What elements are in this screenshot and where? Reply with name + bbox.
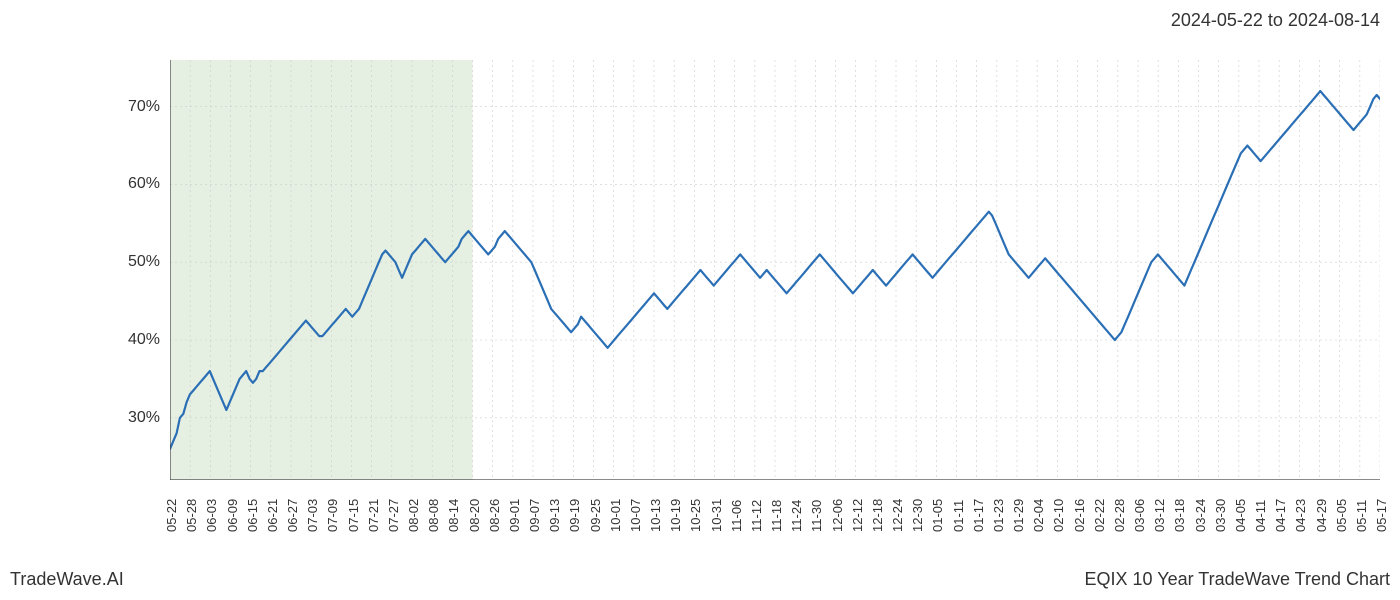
x-axis-tick-label: 11-24: [789, 500, 804, 532]
x-axis-tick-label: 09-19: [567, 499, 582, 532]
x-axis-tick-label: 08-14: [446, 499, 461, 532]
x-axis-tick-label: 06-15: [245, 499, 260, 532]
x-axis-tick-label: 10-31: [709, 499, 724, 532]
x-axis-tick-label: 09-25: [588, 499, 603, 532]
x-axis-tick-label: 06-27: [285, 499, 300, 532]
x-axis-tick-label: 08-08: [426, 499, 441, 532]
x-axis-tick-label: 07-09: [325, 499, 340, 532]
y-axis-tick-label: 70%: [128, 98, 160, 116]
chart-title: EQIX 10 Year TradeWave Trend Chart: [1085, 569, 1391, 590]
x-axis-tick-label: 06-21: [265, 499, 280, 532]
x-axis-tick-label: 03-18: [1172, 499, 1187, 532]
trend-chart: [170, 60, 1380, 480]
x-axis-tick-label: 08-20: [467, 499, 482, 532]
x-axis-tick-label: 12-30: [910, 499, 925, 532]
x-axis-tick-label: 12-24: [890, 499, 905, 532]
x-axis-tick-label: 08-02: [406, 499, 421, 532]
x-axis-tick-label: 07-15: [346, 499, 361, 532]
x-axis-tick-label: 05-17: [1374, 499, 1389, 532]
x-axis-tick-label: 05-28: [184, 499, 199, 532]
x-axis-tick-label: 12-12: [850, 499, 865, 532]
x-axis-tick-label: 05-22: [164, 499, 179, 532]
brand-label: TradeWave.AI: [10, 569, 124, 590]
y-axis-tick-label: 50%: [128, 253, 160, 271]
x-axis-tick-label: 02-10: [1051, 499, 1066, 532]
date-range-label: 2024-05-22 to 2024-08-14: [1171, 10, 1380, 31]
x-axis-tick-label: 11-18: [769, 500, 784, 532]
x-axis-tick-label: 03-30: [1213, 499, 1228, 532]
x-axis-tick-label: 09-01: [507, 499, 522, 532]
x-axis-tick-label: 03-24: [1193, 499, 1208, 532]
x-axis-tick-label: 04-05: [1233, 499, 1248, 532]
x-axis-tick-label: 05-05: [1334, 499, 1349, 532]
x-axis-tick-label: 04-17: [1273, 499, 1288, 532]
x-axis-tick-label: 01-23: [991, 499, 1006, 532]
x-axis-tick-label: 10-07: [628, 499, 643, 532]
x-axis-tick-label: 04-29: [1314, 499, 1329, 532]
x-axis-tick-label: 01-17: [971, 499, 986, 532]
x-axis-tick-label: 12-18: [870, 499, 885, 532]
x-axis-tick-label: 07-03: [305, 499, 320, 532]
x-axis-tick-label: 07-21: [366, 499, 381, 532]
x-axis-tick-label: 02-28: [1112, 499, 1127, 532]
x-axis-tick-label: 09-07: [527, 499, 542, 532]
x-axis-tick-label: 08-26: [487, 499, 502, 532]
x-axis-tick-label: 10-13: [648, 499, 663, 532]
y-axis-tick-label: 60%: [128, 175, 160, 193]
x-axis-tick-label: 09-13: [547, 499, 562, 532]
x-axis-tick-label: 11-30: [809, 500, 824, 532]
x-axis-tick-label: 01-05: [930, 499, 945, 532]
x-axis-tick-label: 04-11: [1253, 500, 1268, 532]
x-axis-tick-label: 03-06: [1132, 499, 1147, 532]
x-axis-tick-label: 07-27: [386, 499, 401, 532]
x-axis-tick-label: 10-01: [608, 499, 623, 532]
x-axis-tick-label: 03-12: [1152, 499, 1167, 532]
x-axis-tick-label: 06-09: [225, 499, 240, 532]
y-axis-tick-label: 30%: [128, 409, 160, 427]
x-axis-tick-label: 10-19: [668, 499, 683, 532]
x-axis-tick-label: 11-12: [749, 500, 764, 532]
x-axis-tick-label: 02-04: [1031, 499, 1046, 532]
x-axis-tick-label: 02-16: [1072, 499, 1087, 532]
y-axis-tick-label: 40%: [128, 331, 160, 349]
x-axis-tick-label: 11-06: [729, 500, 744, 532]
x-axis-tick-label: 02-22: [1092, 499, 1107, 532]
x-axis-tick-label: 01-29: [1011, 499, 1026, 532]
x-axis-tick-label: 04-23: [1293, 499, 1308, 532]
x-axis-tick-label: 12-06: [830, 499, 845, 532]
x-axis-tick-label: 06-03: [204, 499, 219, 532]
x-axis-tick-label: 05-11: [1354, 500, 1369, 532]
x-axis-tick-label: 10-25: [688, 499, 703, 532]
x-axis-tick-label: 01-11: [951, 500, 966, 532]
